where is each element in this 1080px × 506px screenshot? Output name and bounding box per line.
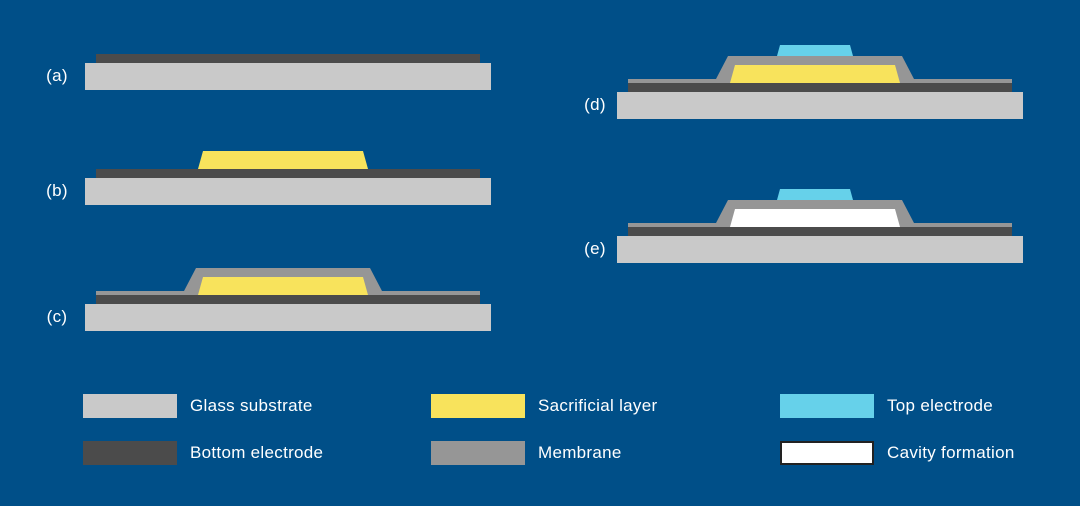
sacrificial-layer bbox=[198, 277, 368, 295]
bottom-electrode-layer bbox=[96, 295, 480, 304]
bottom-electrode-layer bbox=[96, 54, 480, 63]
legend-item-glass-substrate: Glass substrate bbox=[83, 394, 313, 418]
cavity-formation-label: Cavity formation bbox=[887, 443, 1015, 462]
step-label-c: (c) bbox=[46, 307, 68, 326]
glass-substrate-swatch bbox=[83, 394, 177, 418]
substrate-layer bbox=[85, 63, 491, 90]
substrate-layer bbox=[85, 178, 491, 205]
substrate-layer bbox=[85, 304, 491, 331]
step-e-cross-section bbox=[617, 189, 1023, 263]
membrane-label: Membrane bbox=[538, 443, 622, 462]
cavity-formation-swatch bbox=[780, 441, 874, 465]
step-label-b: (b) bbox=[46, 181, 68, 200]
substrate-layer bbox=[617, 236, 1023, 263]
glass-substrate-label: Glass substrate bbox=[190, 396, 313, 415]
legend-item-top-electrode: Top electrode bbox=[780, 394, 993, 418]
top-electrode-label: Top electrode bbox=[887, 396, 993, 415]
sacrificial-layer bbox=[730, 65, 900, 83]
membrane-swatch bbox=[431, 441, 525, 465]
bottom-electrode-swatch bbox=[83, 441, 177, 465]
sacrificial-layer-label: Sacrificial layer bbox=[538, 396, 658, 415]
top-electrode-swatch bbox=[780, 394, 874, 418]
top-electrode-layer bbox=[777, 45, 853, 56]
step-label-a: (a) bbox=[46, 66, 68, 85]
step-a-cross-section bbox=[85, 54, 491, 90]
cavity-layer bbox=[730, 209, 900, 227]
bottom-electrode-label: Bottom electrode bbox=[190, 443, 324, 462]
sacrificial-layer bbox=[198, 151, 368, 169]
bottom-electrode-layer bbox=[628, 227, 1012, 236]
step-label-d: (d) bbox=[584, 95, 606, 114]
substrate-layer bbox=[617, 92, 1023, 119]
step-b-cross-section bbox=[85, 151, 491, 205]
legend-item-cavity-formation: Cavity formation bbox=[780, 441, 1015, 465]
step-d-cross-section bbox=[617, 45, 1023, 119]
step-c-cross-section bbox=[85, 268, 491, 331]
legend-item-membrane: Membrane bbox=[431, 441, 622, 465]
sacrificial-layer-swatch bbox=[431, 394, 525, 418]
top-electrode-layer bbox=[777, 189, 853, 200]
step-label-e: (e) bbox=[584, 239, 606, 258]
bottom-electrode-layer bbox=[628, 83, 1012, 92]
legend-item-sacrificial-layer: Sacrificial layer bbox=[431, 394, 657, 418]
bottom-electrode-layer bbox=[96, 169, 480, 178]
legend-item-bottom-electrode: Bottom electrode bbox=[83, 441, 323, 465]
